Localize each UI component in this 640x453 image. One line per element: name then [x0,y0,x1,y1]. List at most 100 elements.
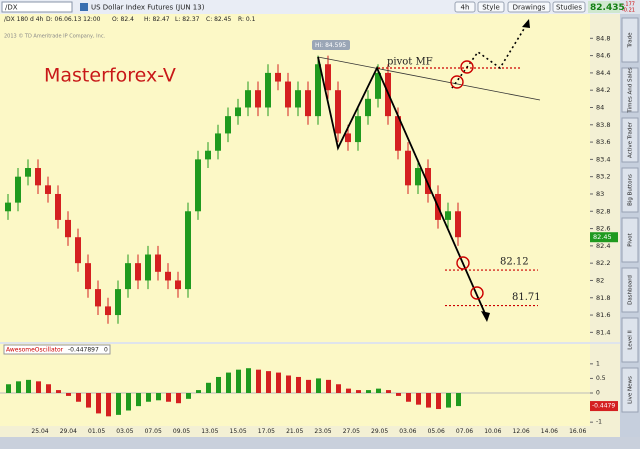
button-label: 4h [461,4,470,12]
annotations [317,19,541,322]
candle-body [425,168,431,194]
candle-body [25,168,31,177]
date-axis [0,426,620,437]
candle-body [45,185,51,194]
bar [416,393,421,405]
candle-body [365,98,371,117]
info-item: R: 0.1 [238,16,256,23]
y-tick-label: -1 [596,419,602,426]
bar [166,393,171,402]
side-tab[interactable] [621,367,639,413]
y-tick-label: 83.4 [596,155,610,163]
candle-body [275,72,281,82]
y-tick-label: 0.5 [596,375,606,382]
candle-body [75,237,81,264]
hi-label: Hi: 84.595 [315,42,346,49]
date-label: 03.05 [116,428,133,435]
candle-body [15,176,21,203]
bar [276,372,281,393]
candle-body [335,90,341,134]
toolbar-button[interactable] [454,1,476,13]
y-tick-label: 81.6 [596,311,610,319]
toolbar-button[interactable] [552,1,586,13]
bar [426,393,431,408]
candle-body [35,168,41,186]
status-bar [0,437,640,449]
date-label: 01.05 [88,428,105,435]
button-label: Drawings [513,4,546,12]
symbol: /DX [5,4,18,12]
candle-body [375,72,381,99]
bar [246,368,251,393]
side-tab[interactable] [621,67,639,113]
side-tab-label: Times And Sales [628,67,634,113]
bar [106,393,111,417]
side-tab[interactable] [621,117,639,163]
y-tick-label: 82.8 [596,207,610,215]
candle-body [235,107,241,117]
side-tab-label: Dashboard [628,275,634,305]
bar [16,381,21,393]
candle-body [255,90,261,108]
study-reference: 0 [104,347,108,354]
side-tab[interactable] [621,317,639,363]
bar [56,390,61,393]
y-tick-label: 84.8 [596,34,610,42]
last-price: 82.435 [590,3,625,13]
date-label: 16.06 [569,428,586,435]
bar [346,388,351,393]
date-label: 09.05 [173,428,190,435]
side-tab-label: Pivot [628,232,634,246]
oscillator-badge [590,401,618,412]
candle-body [115,289,121,316]
candle-body [55,193,61,220]
candle-body [345,133,351,143]
symbol-box[interactable] [1,1,73,13]
info-item: O: 82.4 [112,16,134,23]
bar [336,384,341,393]
bar [226,372,231,393]
candle-body [215,133,221,151]
candle-body [195,159,201,212]
bar [266,371,271,393]
date-label: 14.06 [541,428,558,435]
candle-body [135,263,141,281]
y-tick-label: 82.6 [596,225,610,233]
candle-body [445,211,451,220]
side-tab-label: Live News [628,376,634,404]
candle-body [325,64,331,91]
candle-body [415,168,421,186]
bar [96,393,101,414]
watermark-title: Masterforex-V [44,65,176,87]
side-tab[interactable] [621,217,639,263]
y-tick-label: 84.4 [596,69,610,77]
y-tick-label: 82.4 [596,242,610,250]
side-tab[interactable] [621,17,639,63]
date-label: 15.05 [230,428,247,435]
y-tick-label: 81.8 [596,294,610,302]
candle-body [355,116,361,143]
target-label: 82.12 [500,257,529,268]
candle-body [245,90,251,108]
toolbar-button[interactable] [477,1,505,13]
bar [376,388,381,393]
side-tab[interactable] [621,167,639,213]
arrow-head [481,311,490,322]
target-circle [450,75,464,89]
bar [146,393,151,402]
y-tick-label: 84.6 [596,52,610,60]
target-label: 81.71 [512,292,541,303]
bar [456,393,461,407]
candle-body [95,289,101,307]
bar [286,375,291,393]
side-tab[interactable] [621,267,639,313]
candle-body [295,90,301,108]
toolbar-button[interactable] [507,1,551,13]
price-axis [590,14,620,342]
study-value: -0.447897 [68,347,99,354]
target-circle [470,286,484,300]
y-tick-label: 82 [596,276,604,284]
bar [86,393,91,408]
bar [136,393,141,407]
